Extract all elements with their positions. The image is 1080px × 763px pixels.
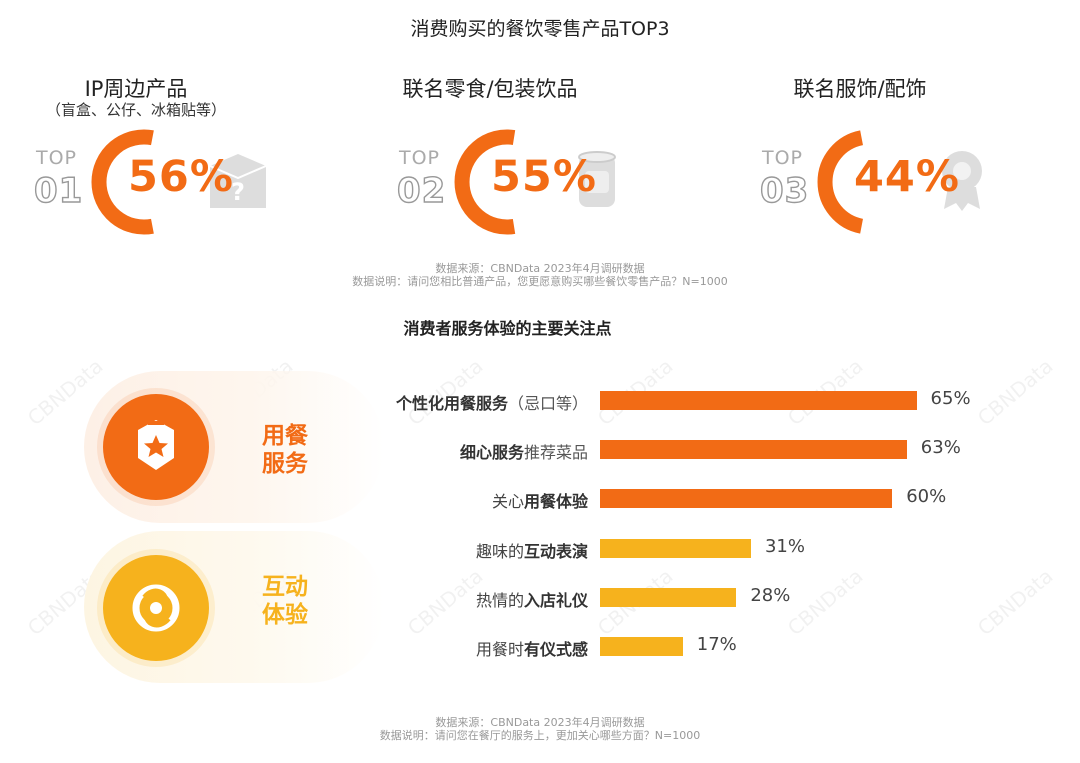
group-circle-interaction: [103, 555, 209, 661]
can-icon: [578, 151, 616, 207]
rank-card-2: TOP 02 55%: [396, 127, 649, 237]
label-bold: 有仪式感: [523, 640, 588, 659]
label-plain: 趣味的: [475, 541, 524, 561]
bar: [600, 587, 737, 607]
rank-card-3: TOP 03 44%: [759, 127, 1012, 237]
label-bold: 互动表演: [523, 541, 588, 561]
top3-title: 消费购买的餐饮零售产品TOP3: [410, 18, 670, 40]
top-label: TOP: [36, 147, 78, 169]
group-label-line: 互动: [262, 574, 308, 600]
top-label: TOP: [399, 147, 441, 169]
rank-number: 01: [33, 170, 84, 211]
bar-label: 趣味的互动表演: [198, 538, 588, 562]
service-chart-title: 消费者服务体验的主要关注点: [403, 319, 612, 338]
bar-value-label: 63%: [920, 437, 961, 459]
group-label-line: 体验: [262, 602, 308, 628]
svg-text:?: ?: [231, 178, 245, 206]
bar-value-label: 31%: [764, 535, 805, 557]
watermark-text: CBNData: [972, 353, 1058, 431]
bar-label: 个性化用餐服务（忌口等）: [198, 390, 588, 414]
label-plain: 推荐菜品: [523, 443, 588, 463]
bar: [600, 440, 907, 460]
category-label-3: 联名服饰/配饰: [793, 77, 927, 101]
percent-value: 56%: [128, 152, 234, 202]
bar-value-label: 17%: [696, 634, 737, 655]
source-line: 数据来源：CBNData 2023年4月调研数据: [435, 262, 645, 275]
label-plain: 关心: [491, 492, 524, 512]
watermark-text: CBNData: [972, 563, 1058, 641]
label-bold: 细心服务: [459, 443, 524, 463]
mystery-box-icon: ?: [209, 154, 267, 208]
bar: [600, 391, 917, 410]
description-line: 数据说明：请问您相比普通产品，您更愿意购买哪些餐饮零售产品？N=1000: [352, 275, 728, 288]
category-label-2: 联名零食/包装饮品: [402, 77, 578, 101]
ring-arc: [817, 130, 864, 234]
interaction-icon: [132, 584, 180, 632]
group-label-interaction: 互动 体验: [262, 573, 308, 629]
label-bold: 用餐体验: [523, 492, 588, 512]
bar-value-label: 28%: [750, 584, 791, 606]
label-plain: 热情的: [475, 590, 524, 610]
label-plain: 用餐时: [475, 640, 524, 659]
ring-arc: [91, 129, 154, 235]
top-label: TOP: [762, 147, 804, 169]
bar-label: 关心用餐体验: [198, 488, 588, 512]
bar: [600, 538, 751, 558]
category-sub-1: （盲盒、公仔、冰箱贴等）: [45, 101, 226, 119]
group-circle-dining: [103, 394, 209, 500]
label-bold: 个性化用餐服务: [395, 394, 508, 413]
watermark-text: CBNData: [782, 563, 868, 641]
category-label-1: IP周边产品: [84, 77, 188, 101]
star-shield-icon: [138, 420, 174, 470]
rank-card-1: TOP 01 ? 56%: [33, 127, 286, 237]
source-note: 数据来源：CBNData 2023年4月调研数据 数据说明：请问您相比普通产品，…: [0, 262, 1080, 288]
percent-value: 44%: [854, 152, 960, 202]
group-label-line: 服务: [262, 451, 308, 477]
source-line: 数据来源：CBNData 2023年4月调研数据: [435, 716, 645, 729]
bar-label: 热情的入店礼仪: [198, 587, 588, 611]
ring-arc: [454, 129, 516, 235]
group-label-dining: 用餐 服务: [262, 422, 308, 478]
bar: [600, 637, 683, 656]
bar-label: 用餐时有仪式感: [198, 636, 588, 660]
rank-number: 02: [396, 170, 447, 211]
percent-value: 55%: [491, 152, 597, 202]
label-plain: （忌口等）: [507, 394, 588, 413]
label-bold: 入店礼仪: [523, 590, 588, 610]
rank-number: 03: [759, 170, 810, 211]
source-note-bottom: 数据来源：CBNData 2023年4月调研数据 数据说明：请问您在餐厅的服务上…: [0, 716, 1080, 742]
bar: [600, 489, 893, 509]
bar-value-label: 65%: [930, 388, 971, 409]
bar-value-label: 60%: [906, 486, 947, 508]
badge-icon: [942, 151, 982, 211]
bar-label: 细心服务推荐菜品: [198, 439, 588, 463]
group-label-line: 用餐: [262, 423, 308, 449]
description-line: 数据说明：请问您在餐厅的服务上，更加关心哪些方面？N=1000: [379, 729, 701, 742]
